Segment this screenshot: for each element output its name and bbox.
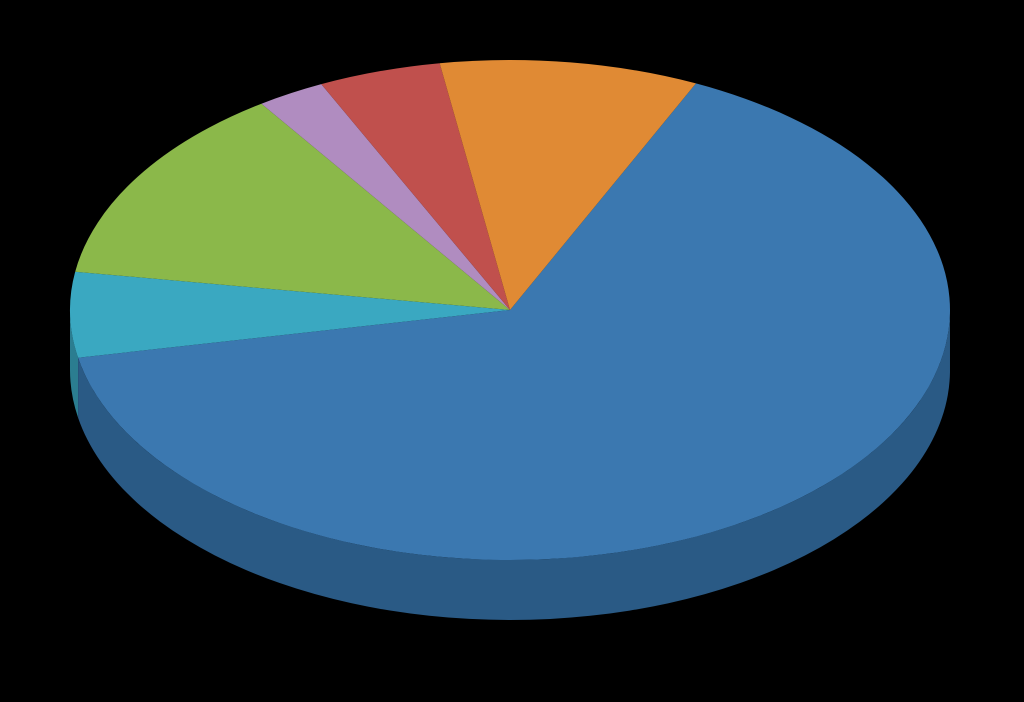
- pie-top: [70, 60, 950, 560]
- pie-chart-3d: [0, 0, 1024, 702]
- pie-chart-svg: [0, 0, 1024, 702]
